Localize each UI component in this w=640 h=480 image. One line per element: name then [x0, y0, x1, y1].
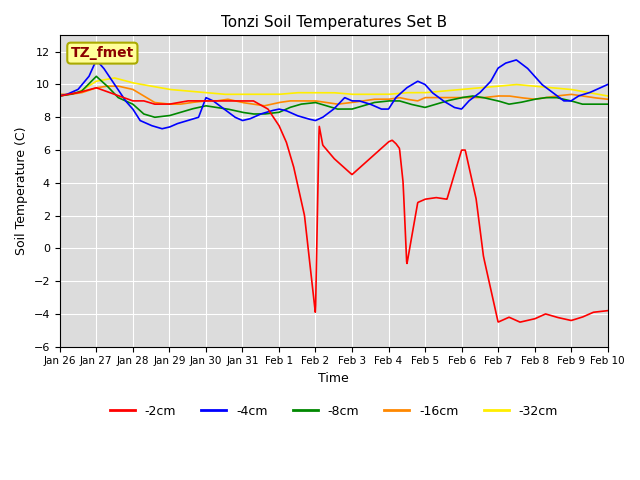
Legend: -2cm, -4cm, -8cm, -16cm, -32cm: -2cm, -4cm, -8cm, -16cm, -32cm [104, 400, 563, 423]
Text: TZ_fmet: TZ_fmet [71, 46, 134, 60]
Title: Tonzi Soil Temperatures Set B: Tonzi Soil Temperatures Set B [221, 15, 447, 30]
Y-axis label: Soil Temperature (C): Soil Temperature (C) [15, 127, 28, 255]
X-axis label: Time: Time [318, 372, 349, 385]
